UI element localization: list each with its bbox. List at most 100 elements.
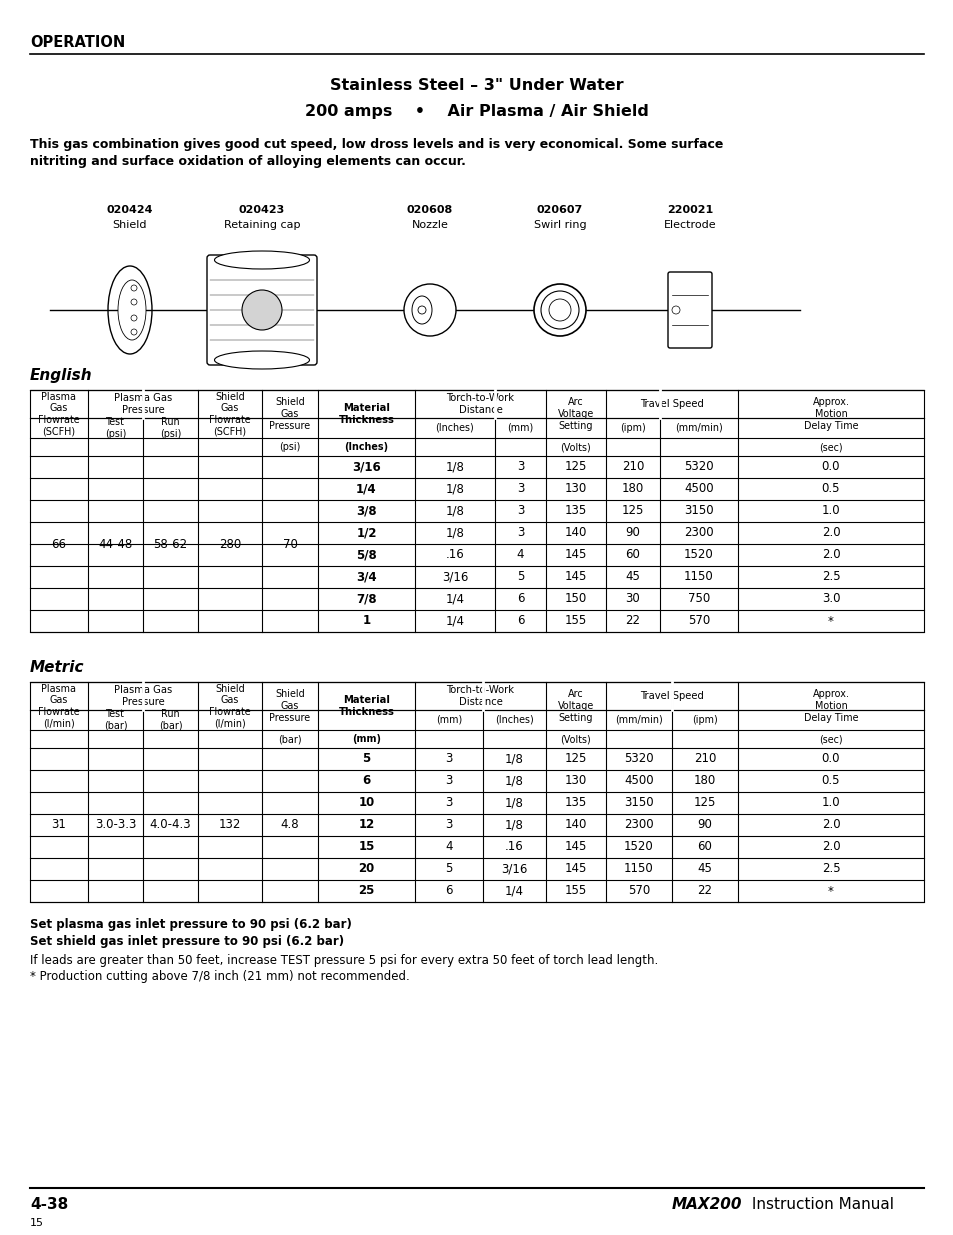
Ellipse shape <box>214 251 309 269</box>
Bar <box>30 682 923 902</box>
Text: 5: 5 <box>445 862 453 876</box>
Text: 145: 145 <box>564 862 587 876</box>
Text: 3: 3 <box>517 505 523 517</box>
Text: 1.0: 1.0 <box>821 505 840 517</box>
Text: 90: 90 <box>625 526 639 540</box>
Text: 0.0: 0.0 <box>821 461 840 473</box>
Text: Instruction Manual: Instruction Manual <box>746 1197 893 1212</box>
Text: 5320: 5320 <box>623 752 653 766</box>
Text: Approx.
Motion
Delay Time: Approx. Motion Delay Time <box>803 398 858 431</box>
Text: Test
(psi): Test (psi) <box>105 417 126 438</box>
Text: 3/16: 3/16 <box>500 862 527 876</box>
Text: Swirl ring: Swirl ring <box>533 220 586 230</box>
Text: (Volts): (Volts) <box>560 734 591 743</box>
Text: 2.0: 2.0 <box>821 819 840 831</box>
Text: 5: 5 <box>517 571 523 583</box>
Text: Run
(psi): Run (psi) <box>160 417 181 438</box>
Text: 1/4: 1/4 <box>445 615 464 627</box>
Text: MAX200: MAX200 <box>671 1197 741 1212</box>
Text: (mm): (mm) <box>436 715 461 725</box>
Text: 20: 20 <box>358 862 375 876</box>
FancyBboxPatch shape <box>667 272 711 348</box>
Text: 125: 125 <box>564 752 587 766</box>
Text: .16: .16 <box>445 548 464 562</box>
Text: 3: 3 <box>517 526 523 540</box>
Text: 4: 4 <box>517 548 524 562</box>
Text: * Production cutting above 7/8 inch (21 mm) not recommended.: * Production cutting above 7/8 inch (21 … <box>30 969 410 983</box>
Text: 3/4: 3/4 <box>355 571 376 583</box>
Text: (ipm): (ipm) <box>691 715 717 725</box>
Text: 3150: 3150 <box>623 797 653 809</box>
Text: 4.8: 4.8 <box>280 819 299 831</box>
Text: (mm): (mm) <box>352 734 380 743</box>
Text: 020608: 020608 <box>406 205 453 215</box>
Text: (sec): (sec) <box>819 442 841 452</box>
Text: This gas combination gives good cut speed, low dross levels and is very economic: This gas combination gives good cut spee… <box>30 138 722 151</box>
Text: (ipm): (ipm) <box>619 424 645 433</box>
Text: 4500: 4500 <box>683 483 713 495</box>
Ellipse shape <box>118 280 146 340</box>
Text: 6: 6 <box>362 774 370 788</box>
Text: 180: 180 <box>621 483 643 495</box>
Text: Torch-to-Work
Distance: Torch-to-Work Distance <box>446 685 514 706</box>
Bar <box>30 390 923 632</box>
Text: 1/8: 1/8 <box>445 461 464 473</box>
Text: Stainless Steel – 3" Under Water: Stainless Steel – 3" Under Water <box>330 78 623 93</box>
Text: 570: 570 <box>687 615 709 627</box>
Text: 3.0: 3.0 <box>821 593 840 605</box>
Text: 145: 145 <box>564 548 587 562</box>
Text: 3/16: 3/16 <box>352 461 380 473</box>
Text: 1/8: 1/8 <box>445 526 464 540</box>
Text: OPERATION: OPERATION <box>30 35 125 49</box>
Text: 570: 570 <box>627 884 649 898</box>
Text: 22: 22 <box>697 884 712 898</box>
Text: 4.0-4.3: 4.0-4.3 <box>150 819 192 831</box>
Text: 020607: 020607 <box>537 205 582 215</box>
Ellipse shape <box>548 299 571 321</box>
Text: 1520: 1520 <box>623 841 653 853</box>
Text: 70: 70 <box>282 537 297 551</box>
Text: 210: 210 <box>621 461 643 473</box>
Text: 125: 125 <box>693 797 716 809</box>
Text: 1.0: 1.0 <box>821 797 840 809</box>
Text: (sec): (sec) <box>819 734 841 743</box>
Text: 7/8: 7/8 <box>355 593 376 605</box>
Text: 5/8: 5/8 <box>355 548 376 562</box>
Text: *: * <box>827 615 833 627</box>
Text: 150: 150 <box>564 593 586 605</box>
Text: 0.5: 0.5 <box>821 774 840 788</box>
Text: 4500: 4500 <box>623 774 653 788</box>
Text: 4-38: 4-38 <box>30 1197 69 1212</box>
Text: 3: 3 <box>445 797 453 809</box>
Text: 0.0: 0.0 <box>821 752 840 766</box>
Text: (bar): (bar) <box>278 734 301 743</box>
Text: 145: 145 <box>564 571 587 583</box>
Text: (Inches): (Inches) <box>495 715 534 725</box>
Text: 60: 60 <box>625 548 639 562</box>
Text: 155: 155 <box>564 884 586 898</box>
Text: *: * <box>827 884 833 898</box>
Text: 2.0: 2.0 <box>821 841 840 853</box>
Text: 3/16: 3/16 <box>441 571 468 583</box>
Text: 125: 125 <box>564 461 587 473</box>
Ellipse shape <box>534 284 585 336</box>
Text: 132: 132 <box>218 819 241 831</box>
Text: (Volts): (Volts) <box>560 442 591 452</box>
Text: 45: 45 <box>697 862 712 876</box>
Text: Plasma Gas
Pressure: Plasma Gas Pressure <box>113 685 172 706</box>
Text: Approx.
Motion
Delay Time: Approx. Motion Delay Time <box>803 689 858 722</box>
Text: Test
(bar): Test (bar) <box>104 709 127 731</box>
Text: 140: 140 <box>564 526 587 540</box>
Text: Material
Thickness: Material Thickness <box>338 403 394 425</box>
Text: 60: 60 <box>697 841 712 853</box>
Text: 1/8: 1/8 <box>504 752 523 766</box>
Ellipse shape <box>540 291 578 329</box>
Text: 2300: 2300 <box>623 819 653 831</box>
Text: 30: 30 <box>625 593 639 605</box>
Text: 15: 15 <box>30 1218 44 1228</box>
Text: 020423: 020423 <box>238 205 285 215</box>
Text: 22: 22 <box>625 615 639 627</box>
Text: 180: 180 <box>693 774 716 788</box>
Text: 155: 155 <box>564 615 586 627</box>
Text: 1150: 1150 <box>623 862 653 876</box>
